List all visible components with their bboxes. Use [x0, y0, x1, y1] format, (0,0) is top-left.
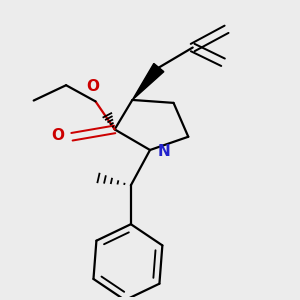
Text: N: N	[158, 144, 170, 159]
Text: O: O	[52, 128, 64, 143]
Polygon shape	[132, 64, 164, 100]
Text: O: O	[86, 79, 99, 94]
